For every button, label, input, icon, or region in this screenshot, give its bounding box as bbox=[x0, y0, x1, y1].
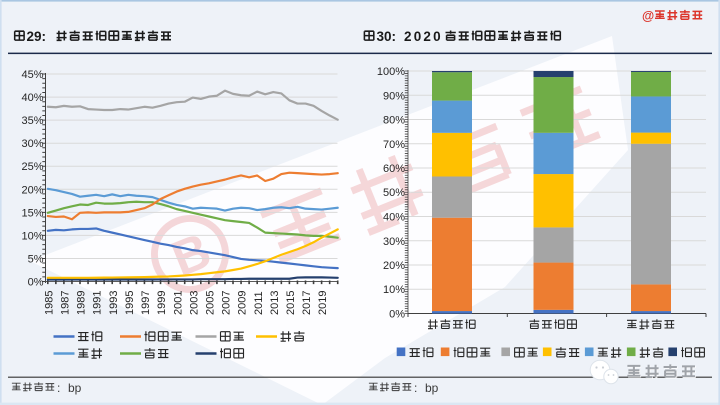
svg-text:2001: 2001 bbox=[172, 291, 184, 315]
svg-text:2003: 2003 bbox=[188, 291, 200, 315]
svg-text:20%: 20% bbox=[383, 260, 405, 272]
svg-text:80%: 80% bbox=[383, 115, 405, 127]
svg-text:2009: 2009 bbox=[237, 291, 249, 315]
svg-text:70%: 70% bbox=[383, 139, 405, 151]
svg-text:35%: 35% bbox=[21, 115, 43, 127]
svg-text:2019: 2019 bbox=[317, 291, 329, 315]
svg-text:1989: 1989 bbox=[76, 291, 88, 315]
svg-text:5%: 5% bbox=[28, 253, 44, 265]
svg-text:0%: 0% bbox=[28, 277, 44, 289]
svg-text:2017: 2017 bbox=[301, 291, 313, 315]
svg-text:2015: 2015 bbox=[285, 291, 297, 315]
svg-text:1991: 1991 bbox=[92, 291, 104, 315]
svg-text:2005: 2005 bbox=[204, 291, 216, 315]
svg-text:2007: 2007 bbox=[221, 291, 233, 315]
svg-text:1997: 1997 bbox=[140, 291, 152, 315]
svg-text:30%: 30% bbox=[383, 236, 405, 248]
svg-text:45%: 45% bbox=[21, 69, 43, 81]
svg-text:10%: 10% bbox=[21, 230, 43, 242]
svg-text:20%: 20% bbox=[21, 184, 43, 196]
svg-text:@: @ bbox=[642, 9, 654, 23]
svg-text::: : bbox=[57, 381, 60, 395]
svg-text:1999: 1999 bbox=[156, 291, 168, 315]
svg-text:60%: 60% bbox=[383, 163, 405, 175]
svg-text:40%: 40% bbox=[21, 92, 43, 104]
svg-text:2011: 2011 bbox=[253, 291, 265, 315]
svg-text:10%: 10% bbox=[383, 284, 405, 296]
svg-text:50%: 50% bbox=[383, 187, 405, 199]
svg-text:bp: bp bbox=[68, 381, 82, 395]
svg-text:0%: 0% bbox=[389, 309, 405, 321]
svg-text:1993: 1993 bbox=[108, 291, 120, 315]
svg-text:30%: 30% bbox=[21, 138, 43, 150]
svg-text:1987: 1987 bbox=[60, 291, 72, 315]
svg-text:25%: 25% bbox=[21, 161, 43, 173]
svg-text:29:: 29: bbox=[27, 29, 47, 44]
svg-text:30:: 30: bbox=[377, 29, 397, 44]
svg-text:15%: 15% bbox=[21, 207, 43, 219]
svg-text:100%: 100% bbox=[377, 66, 405, 78]
svg-text::: : bbox=[414, 381, 417, 395]
svg-text:1995: 1995 bbox=[124, 291, 136, 315]
svg-text:90%: 90% bbox=[383, 90, 405, 102]
svg-text:bp: bp bbox=[425, 381, 439, 395]
svg-text:40%: 40% bbox=[383, 212, 405, 224]
svg-text:2013: 2013 bbox=[269, 291, 281, 315]
svg-text:1985: 1985 bbox=[43, 291, 55, 315]
svg-text:2020: 2020 bbox=[404, 29, 443, 44]
